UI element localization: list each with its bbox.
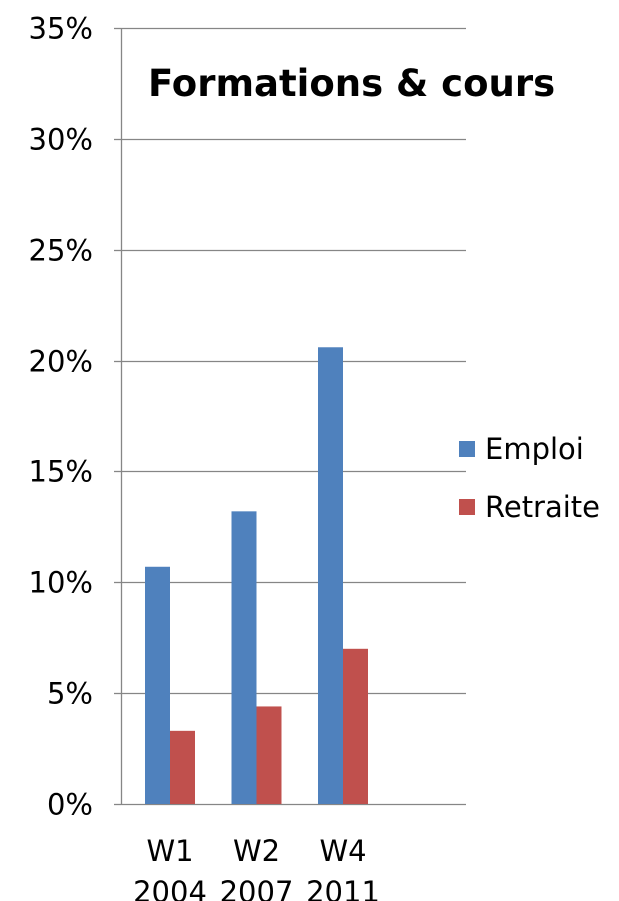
x-category-label: 2004 (133, 875, 207, 901)
y-tick-label: 0% (47, 788, 93, 822)
x-category-label: W2 (233, 834, 280, 868)
y-tick-label: 20% (29, 345, 93, 379)
bar-retraite-1 (170, 730, 195, 804)
y-tick-label: 35% (29, 12, 93, 46)
legend-swatch-retraite (459, 499, 475, 515)
bar-emploi-1 (145, 566, 170, 804)
chart-title: Formations & cours (148, 62, 555, 105)
legend-label-emploi: Emploi (485, 432, 584, 466)
legend-label-retraite: Retraite (485, 490, 600, 524)
bar-emploi-3 (318, 347, 343, 804)
y-tick-label: 5% (47, 677, 93, 711)
legend-swatch-emploi (459, 441, 475, 457)
y-tick-label: 25% (29, 234, 93, 268)
bar-retraite-2 (256, 706, 282, 804)
y-tick-labels: 0% 5% 10% 15% 20% 25% 30% 35% (29, 12, 93, 822)
y-tick-label: 10% (29, 566, 93, 600)
bars (145, 347, 368, 804)
axes (114, 27, 466, 806)
y-tick-label: 15% (29, 455, 93, 489)
gridlines (121, 27, 466, 695)
bar-emploi-2 (231, 511, 257, 804)
legend: Emploi Retraite (459, 432, 600, 524)
y-tick-label: 30% (29, 123, 93, 157)
x-category-label: W4 (319, 834, 366, 868)
x-category-label: W1 (146, 834, 193, 868)
x-category-label: 2007 (220, 875, 294, 901)
bar-retraite-3 (343, 648, 368, 804)
x-category-labels: W1 2004 W2 2007 W4 2011 (133, 834, 380, 901)
x-category-label: 2011 (306, 875, 380, 901)
